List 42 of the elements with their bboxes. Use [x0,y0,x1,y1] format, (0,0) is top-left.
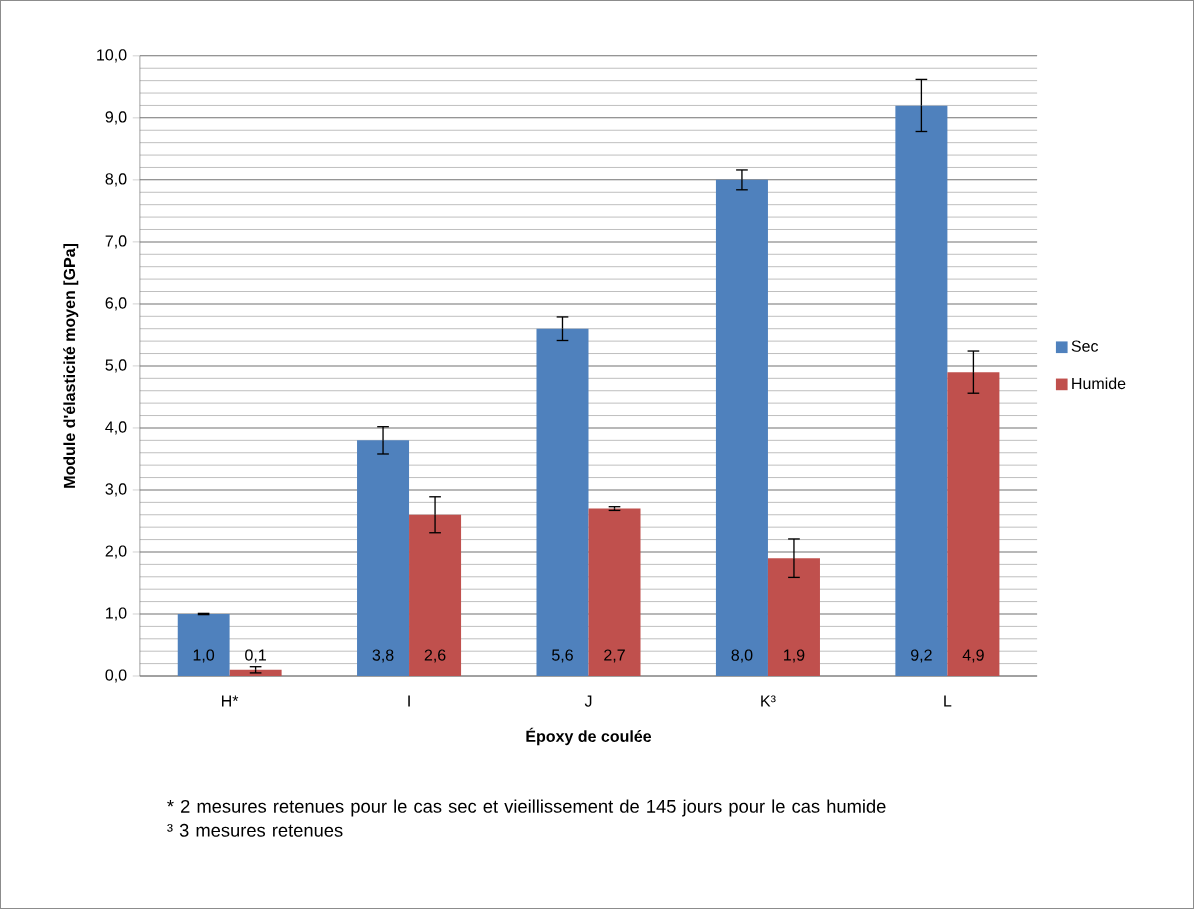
data-label: 9,2 [911,649,932,663]
x-tick-label: I [408,695,410,707]
legend-label: Humide [1072,377,1126,390]
y-tick-label: 0,0 [105,669,127,683]
x-axis-title: Époxy de coulée [526,727,652,746]
data-label: 1,9 [784,649,805,663]
text: * 2 mesures retenues pour le cas sec et vieillissement de 145 jours pour le cas humide [167,799,886,817]
y-tick-label: 8,0 [105,173,127,187]
bar [177,614,230,677]
y-tick-label: 2,0 [105,545,127,559]
data-label: 2,7 [604,649,625,663]
y-tick-label: 1,0 [106,607,127,621]
data-label: 2,6 [424,649,446,663]
bar [715,179,768,677]
bar [895,105,948,677]
legend-label: Sec [1071,340,1099,352]
x-tick-label: J [584,695,592,707]
y-tick-label: 4,0 [105,421,127,435]
bar [409,514,462,677]
text: ³ 3 mesures retenues [167,823,343,837]
bar [767,558,820,677]
data-label: 8,0 [731,649,753,663]
y-tick-label: 6,0 [105,297,127,311]
y-tick-label: 3,0 [105,483,127,497]
bar [229,669,282,677]
bar [947,372,1000,677]
x-tick-label: K³ [761,695,776,707]
data-label: 5,6 [552,649,573,663]
y-tick-label: 7,0 [105,235,127,249]
y-tick-label: 9,0 [105,111,127,125]
bar [588,508,641,677]
data-label: 3,8 [372,649,394,663]
y-tick-label: 5,0 [105,359,127,373]
bar [536,328,589,677]
y-axis-title: Module d'élasticité moyen [GPa] [63,244,79,488]
x-tick-label: L [944,695,952,707]
y-tick-label: 10,0 [97,49,127,63]
data-label: 0,1 [245,649,266,663]
data-label: 4,9 [962,649,984,663]
x-tick-label: H* [222,695,239,707]
bar [357,440,410,677]
data-label: 1,0 [193,649,215,663]
